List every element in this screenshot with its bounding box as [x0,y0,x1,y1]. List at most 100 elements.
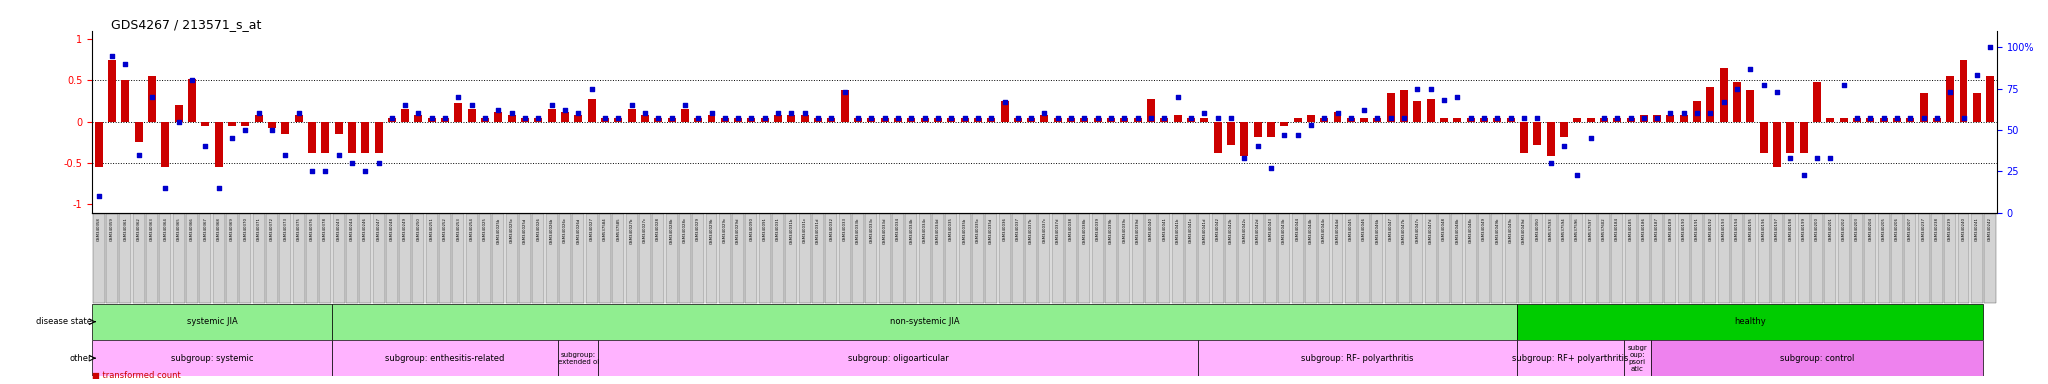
Point [1894,115,1927,121]
FancyBboxPatch shape [932,214,944,303]
Bar [1534,122,1542,145]
Bar [1518,340,1624,376]
Bar [1386,93,1395,122]
Bar [1067,118,1075,122]
Text: GSM340042c: GSM340042c [1243,217,1247,243]
Point [188,143,221,149]
Bar [598,340,1198,376]
FancyBboxPatch shape [731,214,743,303]
Point [1055,115,1087,121]
FancyBboxPatch shape [1917,214,1929,303]
Bar [774,115,782,122]
Text: GSM340038: GSM340038 [1069,217,1073,241]
Text: GSM340048c: GSM340048c [1468,217,1473,243]
Point [1454,115,1487,121]
Text: healthy: healthy [1735,317,1765,326]
Text: GSM340362: GSM340362 [137,217,141,241]
FancyBboxPatch shape [799,214,811,303]
Bar [1280,122,1288,126]
FancyBboxPatch shape [946,214,956,303]
Point [1655,110,1688,116]
FancyBboxPatch shape [1571,214,1583,303]
Bar [1001,101,1008,122]
Bar [1493,118,1501,122]
FancyBboxPatch shape [893,214,903,303]
Text: GSM537585: GSM537585 [616,217,621,241]
Text: GSM340202: GSM340202 [1841,217,1845,241]
Text: GSM340195: GSM340195 [1749,217,1753,241]
Bar [401,109,410,122]
Bar [748,118,756,122]
Bar [1892,118,1901,122]
Text: GSM340037c: GSM340037c [1042,217,1047,243]
Text: GSM537602: GSM537602 [1602,217,1606,241]
Point [1362,115,1395,121]
Point [868,115,901,121]
Point [602,115,635,121]
Bar [934,118,942,122]
Point [162,119,195,125]
FancyBboxPatch shape [1798,214,1810,303]
Text: subgroup: oligoarticular: subgroup: oligoarticular [848,354,948,362]
Point [709,115,741,121]
Text: GSM340040: GSM340040 [1149,217,1153,241]
Bar [1401,90,1409,122]
Text: GSM340034: GSM340034 [895,217,899,241]
Text: GSM340033c: GSM340033c [868,217,872,243]
Text: GSM340035d: GSM340035d [989,217,993,243]
FancyBboxPatch shape [999,214,1010,303]
Point [496,110,528,116]
Bar [1747,90,1755,122]
Bar [961,118,969,122]
FancyBboxPatch shape [1118,214,1130,303]
FancyBboxPatch shape [1810,214,1823,303]
Text: GSM340368: GSM340368 [217,217,221,241]
Text: GSM340031d: GSM340031d [815,217,819,244]
Text: GSM340027b: GSM340027b [629,217,633,244]
Point [1774,155,1806,161]
FancyBboxPatch shape [1597,214,1610,303]
Text: GSM340031b: GSM340031b [788,217,793,244]
Point [1948,115,1980,121]
Point [682,115,715,121]
Point [1255,165,1288,171]
FancyBboxPatch shape [1038,214,1051,303]
Point [481,107,514,113]
Bar [1946,76,1954,122]
FancyBboxPatch shape [852,214,864,303]
FancyBboxPatch shape [813,214,823,303]
Bar [987,118,995,122]
Point [961,115,993,121]
Bar [854,118,862,122]
Point [1389,115,1421,121]
Text: GSM340378: GSM340378 [324,217,328,241]
Bar [1427,99,1436,122]
Text: subgroup: RF+ polyarthritis: subgroup: RF+ polyarthritis [1511,354,1628,362]
Bar [840,90,848,122]
Text: GSM340091: GSM340091 [762,217,766,241]
Text: GSM340207: GSM340207 [1909,217,1913,241]
FancyBboxPatch shape [1837,214,1849,303]
Text: GSM340364: GSM340364 [164,217,168,241]
FancyBboxPatch shape [1159,214,1169,303]
FancyBboxPatch shape [479,214,492,303]
Bar [1624,340,1651,376]
Point [1708,99,1741,105]
Bar [1014,118,1022,122]
Text: GSM340026: GSM340026 [537,217,541,241]
FancyBboxPatch shape [1745,214,1757,303]
Point [788,110,821,116]
FancyBboxPatch shape [1053,214,1063,303]
Bar [1028,118,1034,122]
FancyBboxPatch shape [453,214,465,303]
Text: GSM340033d: GSM340033d [883,217,887,244]
Bar [375,122,383,153]
FancyBboxPatch shape [1585,214,1597,303]
Bar [135,122,143,142]
Point [1481,115,1513,121]
Text: GSM340206: GSM340206 [1894,217,1898,241]
Point [1667,110,1700,116]
Bar [1348,118,1356,122]
Bar [215,122,223,167]
Bar [414,115,422,122]
